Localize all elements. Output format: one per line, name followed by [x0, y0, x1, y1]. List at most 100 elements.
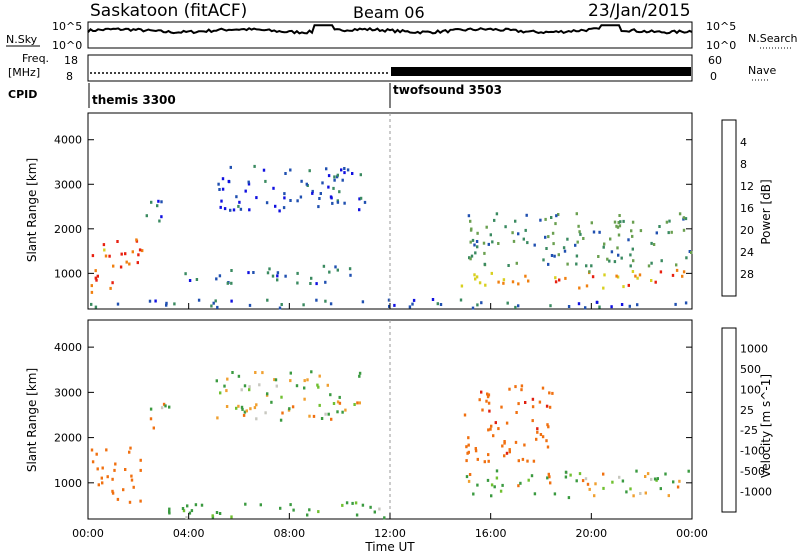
scatter-cell — [636, 276, 639, 280]
scatter-cell — [590, 264, 593, 268]
scatter-cell — [668, 219, 671, 223]
scatter-cell — [373, 510, 376, 514]
scatter-cell — [468, 473, 472, 476]
scatter-cell — [331, 201, 334, 205]
scatter-cell — [259, 503, 262, 507]
scatter-cell — [650, 261, 653, 265]
scatter-cell — [104, 254, 108, 258]
colorbar-tick-label: 12 — [740, 180, 754, 193]
scatter-cell — [531, 405, 535, 409]
scatter-cell — [327, 174, 331, 178]
scatter-cell — [320, 417, 324, 420]
scatter-cell — [378, 507, 381, 511]
scatter-cell — [300, 179, 303, 183]
scatter-cell — [145, 214, 148, 218]
scatter-cell — [164, 404, 167, 408]
scatter-cell — [471, 238, 475, 242]
scatter-cell — [237, 204, 240, 208]
scatter-cell — [333, 175, 336, 179]
scatter-cell — [152, 426, 155, 430]
scatter-cell — [154, 299, 157, 303]
scatter-cell — [533, 243, 536, 247]
time-axis-label: Time UT — [364, 540, 415, 554]
scatter-cell — [289, 503, 292, 507]
scatter-cell — [574, 243, 577, 247]
scatter-cell — [503, 440, 506, 443]
scatter-cell — [334, 265, 337, 269]
cpid-segment-twofsound: twofsound 3503 — [393, 83, 502, 97]
scatter-cell — [489, 427, 492, 431]
scatter-cell — [148, 299, 152, 303]
scatter-cell — [229, 208, 232, 212]
scatter-cell — [474, 449, 478, 453]
scatter-cell — [476, 303, 479, 307]
scatter-cell — [467, 443, 470, 447]
power-ylabel: Slant Range [km] — [25, 158, 39, 262]
scatter-cell — [249, 407, 252, 411]
scatter-cell — [94, 305, 98, 309]
scatter-cell — [359, 196, 363, 200]
scatter-cell — [295, 384, 299, 388]
scatter-cell — [431, 298, 435, 301]
scatter-cell — [581, 479, 585, 483]
scatter-cell — [631, 247, 634, 251]
scatter-cell — [96, 274, 99, 278]
scatter-cell — [487, 428, 490, 432]
scatter-cell — [327, 185, 330, 189]
colorbar-tick-label: 500 — [740, 363, 761, 376]
scatter-cell — [635, 469, 638, 473]
scatter-cell — [690, 251, 693, 254]
scatter-cell — [675, 263, 678, 267]
scatter-cell — [125, 260, 128, 264]
scatter-cell — [156, 204, 159, 208]
scatter-cell — [671, 273, 675, 277]
scatter-cell — [659, 487, 662, 491]
nsky-label: N.Sky — [6, 33, 38, 46]
scatter-cell — [303, 397, 306, 401]
scatter-cell — [280, 395, 283, 399]
scatter-cell — [493, 485, 496, 489]
scatter-cell — [200, 503, 204, 507]
scatter-cell — [94, 276, 97, 280]
scatter-cell — [525, 213, 528, 217]
scatter-cell — [473, 273, 476, 277]
scatter-cell — [296, 199, 299, 203]
scatter-cell — [253, 164, 256, 168]
scatter-cell — [480, 390, 483, 394]
scatter-cell — [531, 419, 534, 423]
scatter-cell — [237, 374, 241, 378]
scatter-cell — [248, 388, 251, 392]
scatter-cell — [667, 231, 670, 235]
scatter-cell — [363, 200, 367, 204]
scatter-cell — [476, 245, 479, 249]
scatter-cell — [149, 417, 153, 421]
scatter-cell — [471, 306, 475, 310]
scatter-cell — [318, 403, 321, 407]
scatter-cell — [629, 253, 632, 257]
colorbar-tick-label: -100 — [740, 445, 765, 458]
scatter-cell — [318, 374, 321, 378]
station-title: Saskatoon (fitACF) — [90, 1, 247, 21]
scatter-cell — [128, 500, 132, 504]
scatter-cell — [613, 260, 617, 264]
scatter-cell — [101, 466, 104, 470]
scatter-cell — [165, 301, 168, 305]
scatter-cell — [545, 439, 548, 443]
scatter-cell — [359, 173, 362, 177]
scatter-cell — [566, 237, 569, 241]
scatter-cell — [219, 391, 222, 395]
scatter-cell — [610, 250, 614, 254]
scatter-cell — [585, 284, 589, 288]
scatter-cell — [541, 386, 545, 390]
scatter-cell — [100, 476, 103, 480]
scatter-cell — [227, 179, 230, 183]
scatter-cell — [469, 257, 472, 261]
scatter-cell — [247, 271, 250, 275]
scatter-cell — [489, 233, 492, 237]
scatter-cell — [439, 303, 443, 306]
scatter-cell — [632, 259, 635, 263]
cpid-label: CPID — [8, 88, 37, 101]
velocity-panel: 1000 2000 3000 4000 Slant Range [km] — [25, 319, 693, 520]
scatter-cell — [606, 257, 609, 261]
